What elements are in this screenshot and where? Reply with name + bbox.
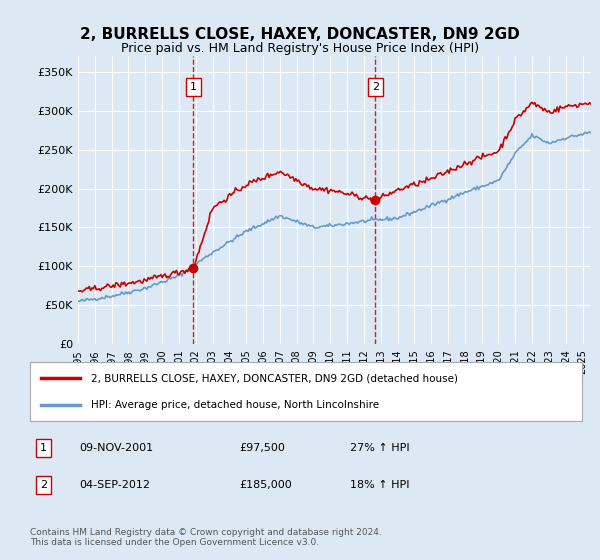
Text: 2, BURRELLS CLOSE, HAXEY, DONCASTER, DN9 2GD (detached house): 2, BURRELLS CLOSE, HAXEY, DONCASTER, DN9… <box>91 373 458 383</box>
Text: Price paid vs. HM Land Registry's House Price Index (HPI): Price paid vs. HM Land Registry's House … <box>121 42 479 55</box>
Text: 04-SEP-2012: 04-SEP-2012 <box>80 480 151 490</box>
Text: HPI: Average price, detached house, North Lincolnshire: HPI: Average price, detached house, Nort… <box>91 400 379 410</box>
Text: 09-NOV-2001: 09-NOV-2001 <box>80 444 154 453</box>
Text: 2, BURRELLS CLOSE, HAXEY, DONCASTER, DN9 2GD: 2, BURRELLS CLOSE, HAXEY, DONCASTER, DN9… <box>80 27 520 42</box>
Text: 1: 1 <box>40 444 47 453</box>
Text: 2: 2 <box>371 82 379 92</box>
Text: 2: 2 <box>40 480 47 490</box>
Text: 18% ↑ HPI: 18% ↑ HPI <box>350 480 410 490</box>
Text: £185,000: £185,000 <box>240 480 293 490</box>
Text: 1: 1 <box>190 82 197 92</box>
Text: Contains HM Land Registry data © Crown copyright and database right 2024.
This d: Contains HM Land Registry data © Crown c… <box>30 528 382 547</box>
Text: £97,500: £97,500 <box>240 444 286 453</box>
Text: 27% ↑ HPI: 27% ↑ HPI <box>350 444 410 453</box>
